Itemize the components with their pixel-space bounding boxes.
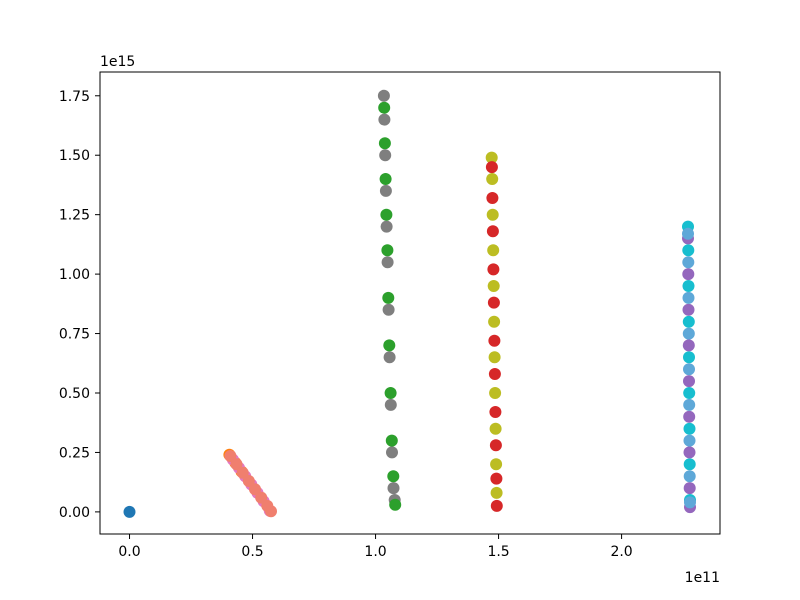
- scatter-point-s8-p3: [682, 315, 695, 328]
- scatter-point-s0-p0: [123, 505, 136, 518]
- scatter-point-s7-p7: [489, 406, 502, 418]
- scatter-point-s10-p6: [683, 434, 696, 447]
- scatter-point-s5-p5: [382, 291, 395, 304]
- scatter-point-s4-p9: [386, 446, 398, 459]
- scatter-point-s3-p7: [265, 505, 277, 518]
- plot-area: [100, 72, 720, 534]
- scatter-point-s3-p2: [236, 466, 249, 479]
- scatter-point-s4-p5: [381, 256, 394, 269]
- y-offset-text: 1e15: [100, 54, 135, 70]
- scatter-point-s8-p2: [682, 280, 695, 292]
- scatter-point-s5-p9: [387, 470, 400, 483]
- data-points: [123, 89, 696, 518]
- scatter-point-s7-p10: [490, 499, 503, 512]
- scatter-point-s10-p5: [683, 398, 696, 411]
- scatter-point-s4-p10: [387, 482, 400, 495]
- scatter-point-s7-p3: [487, 263, 500, 276]
- scatter-point-s4-p4: [380, 220, 393, 233]
- scatter-point-s9-p7: [683, 482, 696, 495]
- scatter-point-s5-p7: [384, 387, 397, 399]
- scatter-point-s4-p7: [383, 351, 396, 364]
- x-tick-label: 2.0: [610, 544, 632, 560]
- scatter-point-s4-p8: [384, 398, 397, 411]
- axes-frame: [99, 71, 721, 535]
- x-tick-label: 1.0: [364, 544, 386, 560]
- x-tick-label: 1.5: [487, 544, 509, 560]
- scatter-point-s8-p6: [683, 422, 696, 435]
- scatter-point-s10-p4: [683, 363, 695, 376]
- scatter-point-s8-p4: [683, 351, 695, 364]
- scatter-point-s6-p3: [487, 244, 500, 257]
- y-tick-label: 1.75: [59, 89, 90, 105]
- y-axis-ticks: 0.00 0.25 0.50 0.75 1.00 1.25 1.50 1.75: [59, 89, 100, 521]
- scatter-point-s3-p0: [224, 450, 237, 462]
- y-tick-label: 1.50: [59, 148, 90, 164]
- scatter-point-s9-p4: [683, 375, 695, 388]
- scatter-point-s6-p10: [490, 486, 503, 499]
- scatter-point-s6-p5: [488, 315, 501, 328]
- scatter-point-s5-p8: [385, 434, 398, 447]
- scatter-point-s10-p1: [682, 256, 695, 269]
- scatter-point-s8-p7: [683, 458, 696, 471]
- scatter-point-s7-p6: [488, 368, 501, 380]
- y-tick-label: 0.00: [59, 505, 90, 521]
- scatter-point-s4-p0: [377, 89, 390, 102]
- scatter-point-s9-p1: [682, 268, 695, 281]
- scatter-point-s7-p1: [486, 192, 499, 204]
- scatter-point-s10-p8: [684, 496, 696, 509]
- scatter-point-s6-p1: [486, 173, 499, 185]
- scatter-point-s10-p3: [682, 327, 695, 340]
- scatter-point-s9-p5: [683, 410, 696, 423]
- scatter-point-s6-p0: [485, 151, 498, 164]
- scatter-point-s7-p8: [489, 439, 502, 452]
- scatter-point-s6-p2: [486, 208, 499, 221]
- y-tick-label: 0.50: [59, 386, 90, 402]
- scatter-point-s7-p0: [485, 161, 498, 174]
- scatter-point-s7-p5: [488, 334, 501, 347]
- y-tick-label: 0.75: [59, 327, 90, 343]
- scatter-point-s3-p5: [255, 491, 268, 504]
- scatter-point-s6-p7: [489, 387, 502, 399]
- scatter-point-s3-p1: [230, 458, 243, 471]
- scatter-point-s4-p2: [379, 149, 392, 162]
- scatter-point-s7-p9: [490, 472, 503, 485]
- y-tick-label: 1.25: [59, 208, 90, 224]
- scatter-point-s9-p3: [682, 339, 695, 352]
- scatter-point-s9-p2: [682, 303, 695, 316]
- scatter-point-s7-p2: [486, 225, 499, 238]
- y-tick-label: 1.00: [59, 267, 90, 283]
- scatter-point-s5-p4: [381, 244, 394, 257]
- scatter-point-s5-p2: [379, 173, 392, 185]
- scatter-point-s4-p6: [382, 303, 395, 316]
- scatter-point-s8-p1: [682, 244, 695, 257]
- scatter-point-s7-p4: [487, 296, 500, 309]
- scatter-point-s5-p0: [378, 101, 391, 114]
- scatter-point-s6-p6: [488, 351, 501, 364]
- scatter-point-s5-p10: [389, 498, 402, 511]
- scatter-point-s4-p3: [379, 184, 392, 197]
- scatter-point-s10-p2: [682, 291, 695, 304]
- scatter-point-s6-p9: [490, 458, 503, 471]
- scatter-point-s6-p4: [487, 280, 500, 292]
- scatter-point-s5-p3: [380, 208, 393, 221]
- scatter-point-s10-p0: [682, 227, 694, 240]
- x-axis-ticks: 0.0 0.5 1.0 1.5 2.0: [118, 534, 633, 560]
- scatter-point-s4-p1: [378, 113, 391, 126]
- scatter-point-s3-p4: [249, 483, 261, 496]
- scatter-point-s3-p3: [242, 475, 255, 487]
- scatter-point-s6-p8: [489, 422, 502, 435]
- y-tick-label: 0.25: [59, 445, 90, 461]
- scatter-point-s10-p7: [683, 470, 696, 483]
- scatter-point-s8-p5: [683, 387, 696, 399]
- x-tick-label: 0.5: [241, 544, 263, 560]
- x-offset-text: 1e11: [685, 570, 720, 586]
- scatter-point-s9-p6: [683, 446, 696, 459]
- scatter-point-s5-p6: [383, 339, 396, 352]
- scatter-point-s5-p1: [378, 137, 391, 150]
- x-tick-label: 0.0: [118, 544, 140, 560]
